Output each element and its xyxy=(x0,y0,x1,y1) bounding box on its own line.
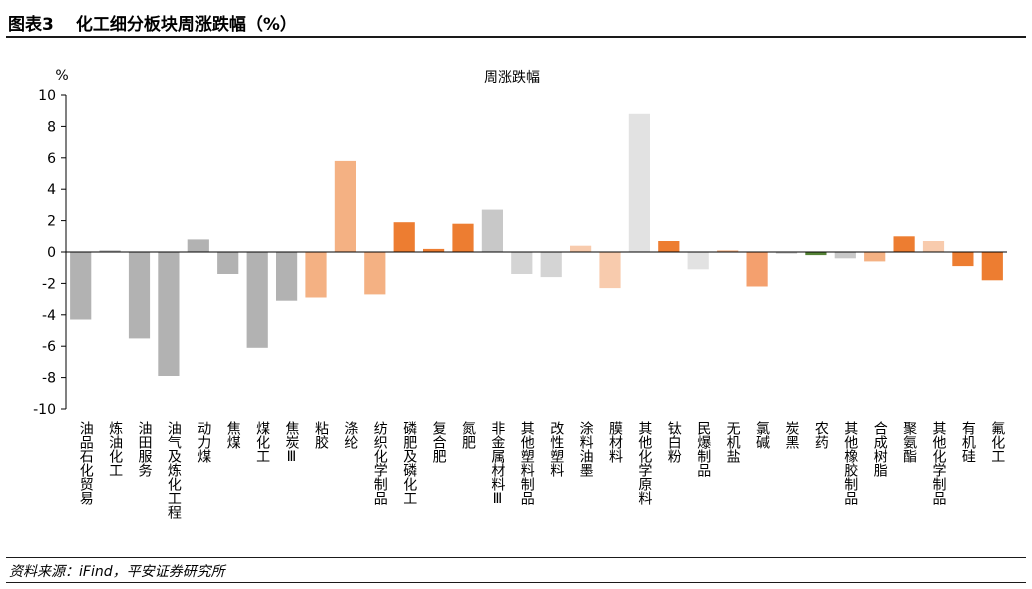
x-tick-label: 复合肥 xyxy=(431,420,447,464)
y-tick-label: -2 xyxy=(42,276,56,292)
y-tick-label: 0 xyxy=(47,245,56,261)
bar xyxy=(187,239,209,252)
x-tick-label: 有机硅 xyxy=(960,421,976,463)
y-tick-label: 2 xyxy=(47,214,56,230)
bar-series xyxy=(70,113,1003,376)
figure-header: 图表3 化工细分板块周涨跌幅（%） xyxy=(0,0,1032,36)
y-tick-label: 4 xyxy=(47,182,56,198)
y-tick-label: 8 xyxy=(47,119,56,135)
bar xyxy=(893,236,915,252)
x-tick-label: 煤化工 xyxy=(254,421,270,463)
x-tick-label: 纺织化学制品 xyxy=(372,421,388,505)
bar xyxy=(540,252,562,278)
bar xyxy=(922,241,945,252)
x-tick-label: 炼油化工 xyxy=(107,421,123,477)
x-tick-label: 农药 xyxy=(813,421,829,449)
x-tick-label: 磷肥及磷化工 xyxy=(401,421,417,505)
chart-title: 周涨跌幅 xyxy=(484,70,540,86)
y-tick-label: -4 xyxy=(42,308,56,324)
x-axis: 油品石化贸易 炼油化工 油田服务 油气及炼化工程 动力煤 焦煤 煤化工 焦炭Ⅲ 粘胶 涤纶 纺织化学… xyxy=(66,251,1007,520)
bar xyxy=(217,252,239,274)
x-tick-label: 氯碱 xyxy=(754,421,770,449)
bar xyxy=(481,209,503,252)
y-tick-label: 10 xyxy=(38,88,56,104)
y-axis: 10 8 6 4 2 0 -2 -4 -6 -8 -10 xyxy=(33,88,67,418)
x-tick-label: 钛白粉 xyxy=(666,421,682,464)
bar xyxy=(952,252,974,267)
bar xyxy=(423,248,445,252)
y-tick-label: -10 xyxy=(33,402,56,418)
y-tick-label: 6 xyxy=(47,151,56,167)
x-tick-label: 焦炭Ⅲ xyxy=(284,421,300,465)
x-tick-label: 其他化学制品 xyxy=(931,421,947,505)
bar-chart: % 周涨跌幅 10 8 6 4 2 0 -2 -4 -6 -8 -10 油品石化贸易 炼油化工 油田服务… xyxy=(33,68,1007,520)
x-tick-label: 膜材料 xyxy=(607,421,623,463)
bar xyxy=(246,252,268,348)
x-tick-label: 氮肥 xyxy=(460,421,476,450)
x-tick-label: 合成树脂 xyxy=(872,421,888,477)
x-tick-label: 焦煤 xyxy=(225,421,241,449)
x-tick-label: 涂料油墨 xyxy=(578,421,594,477)
bar xyxy=(276,252,298,301)
figure-title-text: 化工细分板块周涨跌幅（%） xyxy=(75,15,297,35)
x-tick-label: 粘胶 xyxy=(313,421,329,450)
bar xyxy=(864,252,886,262)
x-tick-label: 氟化工 xyxy=(989,421,1005,463)
footer-end-rule xyxy=(6,582,1026,583)
bar xyxy=(717,250,739,252)
bar xyxy=(775,252,798,254)
bar xyxy=(687,252,709,270)
x-tick-label: 改性塑料 xyxy=(548,421,564,477)
x-tick-label: 动力煤 xyxy=(195,421,211,463)
x-tick-label: 非金属材料Ⅲ xyxy=(489,421,505,507)
x-tick-label: 油品石化贸易 xyxy=(78,421,94,505)
y-tick-label: -6 xyxy=(42,339,56,355)
bar xyxy=(70,252,92,320)
y-axis-unit-label: % xyxy=(55,68,68,84)
bar xyxy=(599,252,621,289)
bar xyxy=(834,252,856,259)
figure-number: 图表3 xyxy=(8,15,54,35)
x-tick-label: 其他塑料制品 xyxy=(519,421,535,505)
bar xyxy=(628,113,650,252)
x-tick-label: 民爆制品 xyxy=(695,421,711,477)
bar xyxy=(570,245,592,252)
bar xyxy=(364,252,386,295)
bar xyxy=(158,252,180,376)
figure-title: 图表3 化工细分板块周涨跌幅（%） xyxy=(8,10,297,35)
x-tick-label: 炭黑 xyxy=(784,421,800,450)
bar xyxy=(128,252,151,339)
bar xyxy=(981,252,1003,281)
x-tick-label: 无机盐 xyxy=(725,421,741,463)
x-tick-label: 油气及炼化工程 xyxy=(166,421,182,520)
bar xyxy=(511,252,533,274)
source-note: 资料来源：iFind，平安证券研究所 xyxy=(9,564,225,580)
x-tick-label: 其他化学原料 xyxy=(636,421,652,505)
bar xyxy=(99,250,121,252)
x-tick-label: 其他橡胶制品 xyxy=(842,421,858,505)
x-tick-label: 油田服务 xyxy=(137,421,153,477)
bar xyxy=(334,160,356,252)
bar xyxy=(658,241,680,252)
bar xyxy=(393,222,415,252)
bar xyxy=(746,252,768,287)
bar xyxy=(305,252,327,298)
y-tick-label: -8 xyxy=(42,371,56,387)
header-divider xyxy=(6,36,1026,38)
x-tick-label: 涤纶 xyxy=(342,421,358,449)
bar xyxy=(805,252,827,256)
bar xyxy=(452,223,474,252)
footer-divider xyxy=(6,557,1026,558)
x-tick-label: 聚氨酯 xyxy=(901,421,917,463)
